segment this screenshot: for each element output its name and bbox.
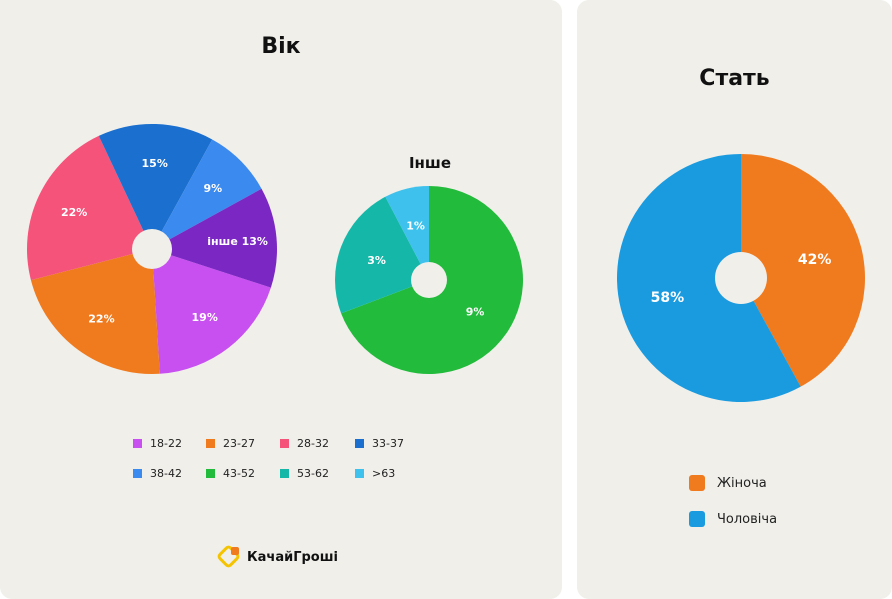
legend-swatch <box>206 439 215 448</box>
age-legend-item: 53-62 <box>280 467 329 480</box>
age-slice-label-0: 19% <box>192 311 218 324</box>
legend-label: 53-62 <box>297 467 329 480</box>
other-slice-2 <box>385 186 429 280</box>
age-legend-item: 23-27 <box>206 437 255 450</box>
gender-center-hole <box>715 252 767 304</box>
age-legend-item: 33-37 <box>355 437 404 450</box>
legend-label: Жіноча <box>717 475 767 491</box>
other-slice-label-1: 3% <box>367 254 386 267</box>
legend-label: 43-52 <box>223 467 255 480</box>
gender-chart-title: Стать <box>699 66 770 91</box>
age-legend-item: 18-22 <box>133 437 182 450</box>
legend-label: 18-22 <box>150 437 182 450</box>
age-chart-title: Вік <box>261 34 301 59</box>
legend-label: >63 <box>372 467 396 480</box>
gender-pie-chart: 42% 58% <box>616 154 865 402</box>
other-center-hole <box>411 262 447 298</box>
age-legend-item: >63 <box>355 467 395 480</box>
legend-swatch <box>280 439 289 448</box>
legend-label: 33-37 <box>372 437 404 450</box>
legend-swatch <box>133 469 142 478</box>
gender-panel: Стать 42% 58% Жіноча Чоловіча <box>577 0 892 599</box>
age-slice-4 <box>152 139 262 249</box>
logo-text: КачайГроші <box>247 549 338 565</box>
age-legend-item: 38-42 <box>133 467 182 480</box>
logo: КачайГроші <box>217 545 338 569</box>
other-pie-chart: 9% 3% 1% <box>335 186 523 374</box>
legend-swatch <box>133 439 142 448</box>
age-slice-label-4: 9% <box>203 182 222 195</box>
other-slice-1 <box>335 196 429 314</box>
legend-swatch <box>280 469 289 478</box>
age-slice-2 <box>26 135 152 281</box>
age-slice-5 <box>152 188 277 288</box>
legend-swatch <box>689 511 705 527</box>
gender-slice-1 <box>616 154 801 402</box>
gender-slice-label-0: 42% <box>798 252 832 268</box>
age-slice-0 <box>152 249 271 374</box>
age-legend-item: 28-32 <box>280 437 329 450</box>
legend-label: Чоловіча <box>717 511 778 527</box>
age-slice-3 <box>98 124 213 249</box>
legend-swatch <box>355 439 364 448</box>
age-slice-label-5: інше 13% <box>207 235 268 248</box>
age-slice-label-2: 22% <box>61 206 87 219</box>
age-slice-label-3: 15% <box>142 157 168 170</box>
age-legend-item: 43-52 <box>206 467 255 480</box>
age-pie-chart: 19% 22% 22% 15% 9% інше 13% <box>26 124 277 374</box>
other-slice-label-0: 9% <box>466 306 485 319</box>
legend-label: 38-42 <box>150 467 182 480</box>
legend-label: 28-32 <box>297 437 329 450</box>
other-chart-title: Інше <box>408 154 452 172</box>
logo-icon <box>217 545 240 568</box>
gender-legend-item: Чоловіча <box>689 511 777 527</box>
legend-label: 23-27 <box>223 437 255 450</box>
age-center-hole <box>132 229 172 269</box>
age-slice-label-1: 22% <box>88 312 114 325</box>
age-panel: Вік Інше 19% 22% 22% 15% 9% інше 13% 9% 3% 1% 1… <box>0 0 562 599</box>
other-slice-label-2: 1% <box>406 219 425 232</box>
gender-slice-0 <box>741 154 865 387</box>
gender-legend-item: Жіноча <box>689 475 767 491</box>
legend-swatch <box>689 475 705 491</box>
gender-slice-label-1: 58% <box>651 290 685 306</box>
legend-swatch <box>206 469 215 478</box>
age-slice-1 <box>30 249 160 374</box>
legend-swatch <box>355 469 364 478</box>
